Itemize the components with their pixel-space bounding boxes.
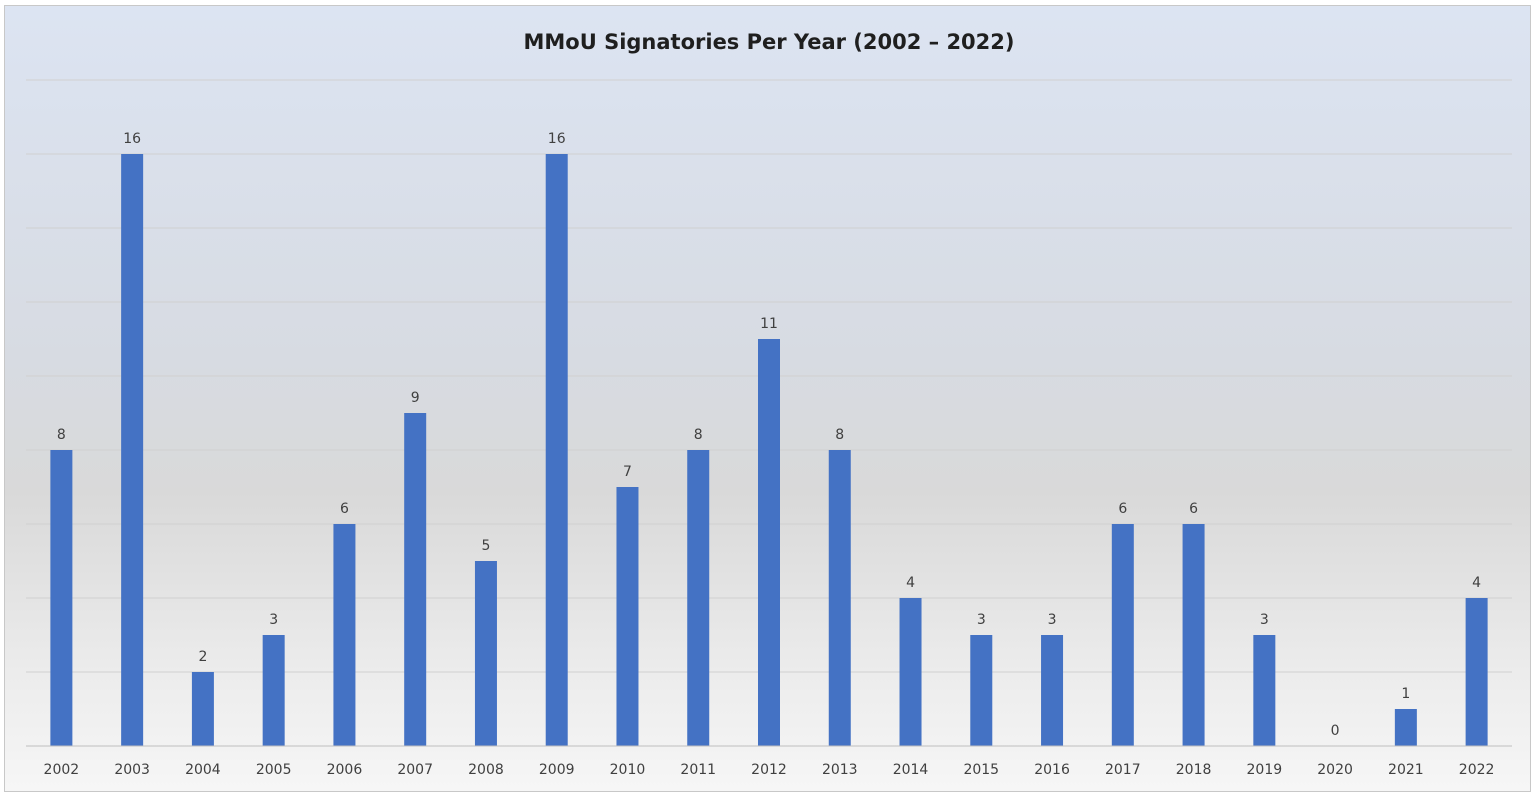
bars: [50, 154, 1488, 746]
bar-2012: [758, 339, 780, 746]
x-tick-label-2017: 2017: [1105, 762, 1141, 778]
data-label-2020: 0: [1331, 723, 1340, 739]
x-axis-tick-labels: 2002 2003 2004 2005 2006 2007 2008 2009 2010 2011…: [44, 762, 1495, 778]
bar-2003: [121, 154, 144, 746]
bar-2013: [828, 450, 851, 746]
data-label-2004: 2: [198, 649, 207, 665]
data-label-2022: 4: [1472, 575, 1481, 591]
x-tick-label-2015: 2015: [963, 762, 999, 778]
data-label-2006: 6: [340, 501, 349, 517]
x-tick-label-2005: 2005: [256, 762, 292, 778]
data-label-2009: 16: [548, 131, 566, 147]
x-tick-label-2011: 2011: [680, 762, 716, 778]
x-tick-label-2010: 2010: [610, 762, 646, 778]
data-label-2008: 5: [481, 538, 490, 554]
data-label-2011: 8: [694, 427, 703, 443]
bar-2009: [545, 154, 568, 746]
chart-title: MMoU Signatories Per Year (2002 – 2022): [523, 30, 1014, 54]
x-tick-label-2003: 2003: [114, 762, 150, 778]
x-tick-label-2016: 2016: [1034, 762, 1070, 778]
x-tick-label-2014: 2014: [893, 762, 929, 778]
data-label-2010: 7: [623, 464, 632, 480]
x-tick-label-2018: 2018: [1176, 762, 1212, 778]
bar-2002: [50, 450, 73, 746]
bar-2004: [191, 672, 214, 746]
bar-2015: [970, 635, 993, 746]
bar-2018: [1182, 524, 1205, 746]
bar-2014: [899, 598, 922, 746]
data-label-2002: 8: [57, 427, 66, 443]
x-tick-label-2006: 2006: [327, 762, 363, 778]
bar-2021: [1394, 709, 1417, 746]
data-label-2019: 3: [1260, 612, 1269, 628]
x-tick-label-2012: 2012: [751, 762, 787, 778]
x-tick-label-2009: 2009: [539, 762, 575, 778]
data-label-2016: 3: [1048, 612, 1057, 628]
bar-2016: [1041, 635, 1064, 746]
data-label-2015: 3: [977, 612, 986, 628]
bar-2019: [1253, 635, 1276, 746]
data-label-2013: 8: [835, 427, 844, 443]
bar-2011: [687, 450, 710, 746]
bar-2006: [333, 524, 356, 746]
bar-2010: [616, 487, 639, 746]
chart-frame: MMoU Signatories Per Year (2002 – 2022) …: [4, 5, 1531, 792]
data-label-2021: 1: [1401, 686, 1410, 702]
x-tick-label-2022: 2022: [1459, 762, 1495, 778]
x-tick-label-2021: 2021: [1388, 762, 1424, 778]
data-label-2017: 6: [1118, 501, 1127, 517]
bar-2007: [404, 413, 427, 746]
data-label-2012: 11: [760, 316, 778, 332]
x-tick-label-2020: 2020: [1317, 762, 1353, 778]
bar-2005: [262, 635, 285, 746]
x-tick-label-2004: 2004: [185, 762, 221, 778]
bar-chart: MMoU Signatories Per Year (2002 – 2022) …: [26, 30, 1512, 778]
data-labels: 8 16 2 3 6 9 5 16 7 8 11 8 4 3 3 6 6 3 0 1 4: [57, 131, 1481, 739]
bar-2008: [474, 561, 497, 746]
x-tick-label-2008: 2008: [468, 762, 504, 778]
data-label-2018: 6: [1189, 501, 1198, 517]
data-label-2005: 3: [269, 612, 278, 628]
data-label-2003: 16: [123, 131, 141, 147]
x-tick-label-2002: 2002: [44, 762, 80, 778]
x-tick-label-2013: 2013: [822, 762, 858, 778]
bar-2017: [1111, 524, 1134, 746]
bar-2022: [1465, 598, 1488, 746]
data-label-2014: 4: [906, 575, 915, 591]
x-tick-label-2007: 2007: [397, 762, 433, 778]
x-tick-label-2019: 2019: [1247, 762, 1283, 778]
data-label-2007: 9: [411, 390, 420, 406]
